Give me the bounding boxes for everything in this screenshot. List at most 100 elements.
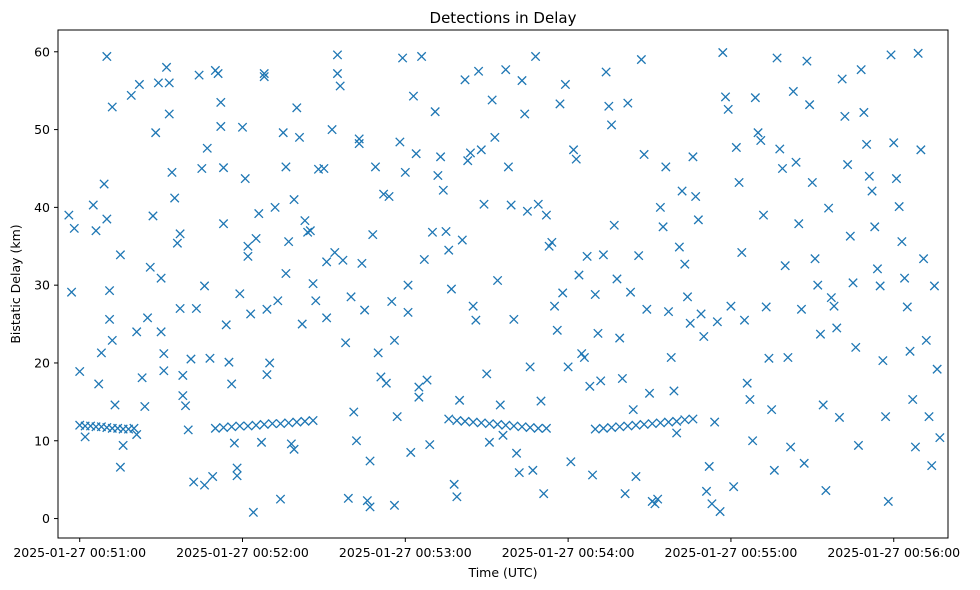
data-point: [642, 304, 652, 314]
data-point: [335, 81, 345, 91]
data-point: [289, 194, 299, 205]
y-tick-label: 60: [34, 44, 50, 59]
data-point: [414, 392, 424, 402]
data-point: [460, 416, 470, 426]
data-point: [492, 419, 503, 430]
data-point: [205, 353, 215, 363]
data-point: [495, 400, 505, 410]
data-point: [332, 68, 343, 79]
data-point: [484, 437, 495, 447]
data-point: [653, 494, 663, 504]
data-point: [178, 370, 188, 381]
data-point: [107, 335, 117, 346]
data-point: [536, 396, 546, 406]
data-point: [403, 307, 413, 318]
data-point: [332, 50, 343, 60]
data-point: [235, 289, 245, 299]
data-point: [142, 313, 153, 323]
data-point: [270, 202, 280, 213]
data-point: [75, 366, 85, 377]
data-point: [438, 185, 448, 195]
data-point: [275, 418, 286, 429]
data-point: [671, 416, 682, 426]
data-point: [666, 352, 676, 363]
data-point: [449, 479, 459, 489]
data-point: [243, 421, 253, 431]
data-point: [899, 273, 910, 283]
data-point: [802, 56, 812, 66]
data-point: [132, 327, 142, 337]
data-point: [821, 485, 831, 496]
data-point: [419, 254, 429, 265]
data-point: [408, 91, 419, 101]
data-point: [218, 422, 229, 433]
data-point: [444, 414, 454, 424]
data-point: [927, 460, 937, 471]
data-point: [433, 170, 443, 181]
y-axis-label: Bistatic Delay (km): [8, 224, 23, 343]
data-point: [663, 306, 674, 317]
data-point: [389, 335, 400, 346]
data-point: [878, 355, 888, 366]
data-point: [609, 220, 619, 230]
data-point: [283, 236, 294, 247]
data-point: [514, 467, 524, 478]
data-point: [726, 301, 736, 311]
data-point: [340, 338, 351, 348]
data-point: [104, 314, 115, 325]
data-point: [856, 65, 866, 75]
x-tick-label: 2025-01-27 00:53:00: [339, 545, 472, 560]
data-point: [823, 203, 834, 213]
data-point: [275, 494, 286, 504]
data-point: [623, 98, 633, 108]
data-point: [259, 68, 269, 79]
data-point: [636, 54, 647, 65]
data-point: [414, 382, 424, 392]
data-point: [251, 420, 261, 430]
x-tick-label: 2025-01-27 00:54:00: [502, 545, 635, 560]
data-point: [601, 67, 611, 77]
data-point: [473, 66, 484, 76]
data-point: [479, 199, 489, 209]
data-point: [848, 278, 858, 288]
data-point: [64, 210, 74, 220]
data-point: [140, 401, 150, 412]
data-point: [183, 425, 193, 435]
data-point: [753, 128, 763, 138]
data-point: [905, 346, 915, 356]
data-point: [132, 429, 142, 440]
data-point: [517, 75, 527, 86]
data-point: [739, 315, 750, 325]
data-point: [815, 329, 826, 339]
data-point: [452, 415, 462, 426]
x-tick-label: 2025-01-27 00:52:00: [176, 545, 309, 560]
data-point: [728, 481, 739, 492]
data-point: [129, 423, 139, 433]
data-point: [256, 437, 267, 447]
data-point: [780, 261, 790, 271]
data-point: [384, 191, 394, 202]
data-point: [756, 135, 766, 146]
data-point: [178, 390, 188, 401]
data-point: [164, 78, 174, 88]
data-point: [810, 254, 820, 264]
data-point: [807, 177, 817, 188]
data-point: [167, 167, 177, 178]
data-point: [851, 342, 861, 353]
data-point: [894, 201, 904, 212]
data-point: [837, 74, 847, 84]
data-point: [541, 423, 552, 433]
data-point: [224, 357, 234, 367]
data-point: [387, 296, 397, 307]
data-point: [292, 103, 302, 113]
data-point: [346, 292, 356, 302]
data-point: [623, 421, 633, 431]
y-tick-label: 30: [34, 278, 50, 293]
data-point: [747, 436, 758, 446]
data-point: [688, 414, 698, 424]
data-point: [794, 219, 804, 229]
data-point: [525, 362, 535, 372]
data-point: [102, 51, 112, 62]
data-point: [682, 292, 693, 302]
